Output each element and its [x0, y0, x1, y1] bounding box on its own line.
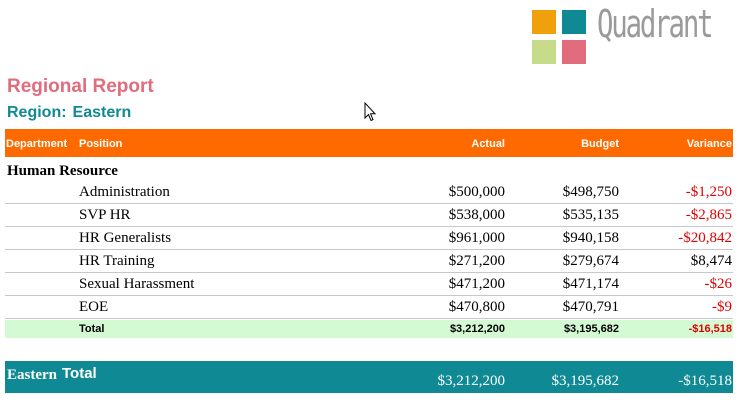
table-row: SVP HR $538,000 $535,135 -$2,865: [5, 204, 733, 227]
grand-total-actual: $3,212,200: [437, 373, 506, 389]
cell-variance: -$2,865: [685, 207, 732, 223]
section-total-row: Total $3,212,200 $3,195,682 -$16,518: [5, 320, 733, 338]
total-variance: -$16,518: [688, 323, 732, 335]
cell-variance: -$20,842: [678, 230, 732, 246]
logo-square-teal: [562, 10, 586, 34]
cell-budget: $279,674: [562, 253, 619, 269]
header-department: Department: [6, 138, 68, 150]
logo-wordmark: Quadrant: [597, 2, 714, 46]
logo-square-pink: [562, 40, 586, 64]
total-label: Total: [79, 323, 105, 335]
cell-actual: $471,200: [448, 276, 505, 292]
header-variance: Variance: [686, 138, 732, 150]
logo-square-green: [532, 40, 556, 64]
cell-actual: $961,000: [448, 230, 505, 246]
total-actual: $3,212,200: [449, 323, 505, 335]
cell-budget: $470,791: [562, 299, 619, 315]
cell-position: EOE: [79, 299, 109, 315]
table-body: Administration $500,000 $498,750 -$1,250…: [5, 181, 733, 319]
grand-total-variance: -$16,518: [678, 373, 732, 389]
region-label: Region:: [7, 104, 67, 121]
cell-position: Sexual Harassment: [79, 276, 195, 292]
total-budget: $3,195,682: [563, 323, 619, 335]
cell-position: Administration: [79, 184, 170, 200]
grand-total-row: Eastern Total $3,212,200 $3,195,682 -$16…: [5, 361, 733, 393]
cell-position: SVP HR: [79, 207, 131, 223]
cell-variance: -$9: [712, 299, 732, 315]
cell-variance: $8,474: [690, 253, 732, 269]
report-title: Regional Report: [7, 76, 154, 97]
cell-position: HR Generalists: [79, 230, 172, 246]
cell-actual: $500,000: [448, 184, 505, 200]
cell-variance: -$26: [704, 276, 733, 292]
region-value: Eastern: [72, 104, 132, 121]
section-title: Human Resource: [7, 163, 118, 179]
cell-actual: $538,000: [448, 207, 505, 223]
cell-budget: $471,174: [562, 276, 619, 292]
table-header: Department Position Actual Budget Varian…: [5, 129, 733, 157]
cell-actual: $470,800: [448, 299, 505, 315]
header-budget: Budget: [581, 138, 619, 150]
cell-variance: -$1,250: [685, 184, 732, 200]
header-position: Position: [79, 138, 123, 150]
grand-total-label: Total: [62, 365, 97, 382]
cell-position: HR Training: [79, 253, 155, 269]
table-row: Administration $500,000 $498,750 -$1,250: [5, 181, 733, 204]
table-row: Sexual Harassment $471,200 $471,174 -$26: [5, 273, 733, 296]
mouse-cursor-icon: [364, 102, 376, 122]
cell-budget: $498,750: [562, 184, 619, 200]
grand-total-budget: $3,195,682: [551, 373, 620, 389]
table-row: EOE $470,800 $470,791 -$9: [5, 296, 733, 319]
region-heading: Region: Eastern: [7, 104, 137, 122]
cell-budget: $940,158: [562, 230, 619, 246]
cell-budget: $535,135: [562, 207, 619, 223]
table-row: HR Generalists $961,000 $940,158 -$20,84…: [5, 227, 733, 250]
grand-total-region: Eastern: [7, 367, 57, 383]
cell-actual: $271,200: [448, 253, 505, 269]
header-actual: Actual: [471, 138, 505, 150]
logo-square-orange: [532, 10, 556, 34]
table-row: HR Training $271,200 $279,674 $8,474: [5, 250, 733, 273]
